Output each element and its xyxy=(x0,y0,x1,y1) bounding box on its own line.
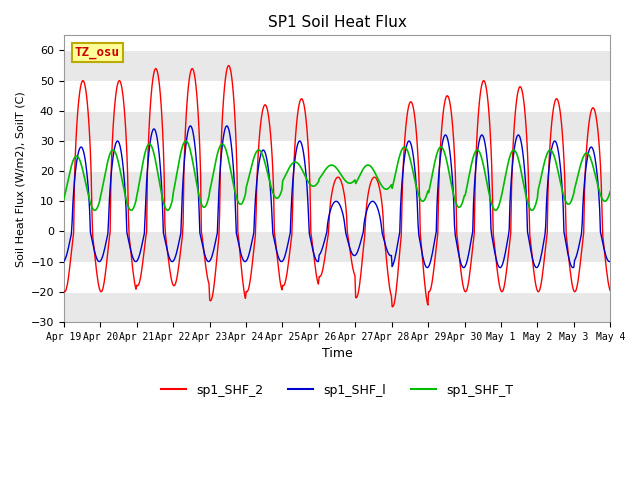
sp1_SHF_l xyxy=(404,139,412,144)
Line: sp1_SHF_l: sp1_SHF_l xyxy=(64,126,611,268)
Text: TZ_osu: TZ_osu xyxy=(75,46,120,59)
sp1_SHF_2 xyxy=(405,103,413,108)
Bar xyxy=(64,231,611,262)
sp1_SHF_2 xyxy=(126,240,134,246)
sp1_SHF_2 xyxy=(211,281,218,287)
Title: SP1 Soil Heat Flux: SP1 Soil Heat Flux xyxy=(268,15,406,30)
sp1_SHF_l xyxy=(607,258,614,264)
sp1_SHF_T xyxy=(211,162,219,168)
X-axis label: Time: Time xyxy=(322,347,353,360)
Legend: sp1_SHF_2, sp1_SHF_l, sp1_SHF_T: sp1_SHF_2, sp1_SHF_l, sp1_SHF_T xyxy=(156,379,518,402)
Bar xyxy=(64,171,611,201)
sp1_SHF_2 xyxy=(607,288,614,294)
sp1_SHF_l xyxy=(126,244,134,250)
sp1_SHF_l xyxy=(70,189,77,194)
sp1_SHF_l xyxy=(496,265,504,271)
sp1_SHF_l xyxy=(187,123,195,129)
Line: sp1_SHF_T: sp1_SHF_T xyxy=(64,141,611,210)
Y-axis label: Soil Heat Flux (W/m2), SoilT (C): Soil Heat Flux (W/m2), SoilT (C) xyxy=(15,91,25,266)
sp1_SHF_T xyxy=(182,138,190,144)
sp1_SHF_T xyxy=(70,156,77,162)
sp1_SHF_l xyxy=(182,147,189,153)
sp1_SHF_T xyxy=(492,207,499,213)
Line: sp1_SHF_2: sp1_SHF_2 xyxy=(64,65,611,307)
sp1_SHF_2 xyxy=(70,229,77,235)
sp1_SHF_T xyxy=(404,149,412,155)
Bar xyxy=(64,111,611,141)
sp1_SHF_2 xyxy=(389,304,397,310)
sp1_SHF_l xyxy=(60,258,68,264)
sp1_SHF_2 xyxy=(421,282,429,288)
sp1_SHF_T xyxy=(60,196,68,202)
sp1_SHF_l xyxy=(420,259,428,265)
sp1_SHF_l xyxy=(211,241,219,247)
sp1_SHF_T xyxy=(182,138,189,144)
sp1_SHF_2 xyxy=(182,127,189,133)
Bar xyxy=(64,292,611,322)
sp1_SHF_T xyxy=(126,207,134,213)
sp1_SHF_2 xyxy=(60,288,68,294)
sp1_SHF_T xyxy=(420,198,428,204)
Bar xyxy=(64,50,611,81)
sp1_SHF_2 xyxy=(225,62,232,68)
sp1_SHF_T xyxy=(607,189,614,194)
